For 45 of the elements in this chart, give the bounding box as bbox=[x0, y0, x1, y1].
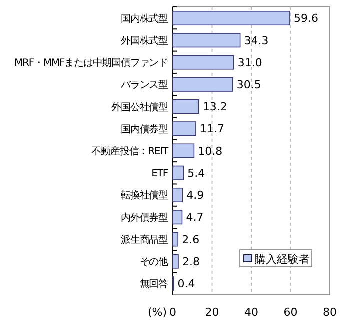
text: 31.0 bbox=[238, 56, 262, 70]
bar bbox=[172, 144, 195, 158]
y-tick-label: その他 bbox=[140, 256, 169, 268]
text: 11.7 bbox=[200, 122, 224, 136]
text: 0.4 bbox=[178, 278, 196, 291]
bar bbox=[172, 210, 183, 225]
y-tick-label: 派生商品型 bbox=[120, 234, 169, 246]
x-axis-title: (%) bbox=[148, 306, 167, 319]
text: 2.6 bbox=[182, 233, 200, 246]
x-tick-label: 40 bbox=[244, 306, 258, 319]
bar bbox=[172, 122, 196, 136]
text: 59.6 bbox=[294, 12, 318, 26]
bar bbox=[172, 232, 179, 247]
y-tick-label: MRF・MMFまたは中期国債ファンド bbox=[14, 57, 168, 70]
text: 4.7 bbox=[186, 211, 204, 224]
y-tick-label: 転換社債型 bbox=[120, 190, 169, 202]
text: 2.8 bbox=[182, 255, 200, 268]
y-tick-label: ETF bbox=[152, 168, 169, 180]
bar bbox=[172, 188, 184, 202]
x-tick-label: 60 bbox=[284, 306, 298, 319]
y-tick-label: 外国公社債型 bbox=[112, 101, 169, 114]
text: 4.9 bbox=[186, 189, 204, 202]
x-tick-label: 0 bbox=[170, 306, 176, 319]
y-tick-label: 外国株式型 bbox=[120, 34, 169, 47]
x-tick-label: 20 bbox=[205, 306, 220, 319]
y-tick-label: 国内債券型 bbox=[120, 123, 169, 136]
legend-label: 購入経験者 bbox=[255, 252, 310, 266]
bar bbox=[172, 55, 234, 70]
y-tick-label: バランス型 bbox=[120, 79, 169, 92]
text: 13.2 bbox=[202, 100, 228, 114]
bar bbox=[172, 33, 241, 48]
bar bbox=[172, 77, 234, 92]
text: 10.8 bbox=[198, 144, 223, 158]
y-tick-label: 不動産投信：REIT bbox=[92, 146, 170, 158]
bar bbox=[172, 11, 290, 26]
bar bbox=[172, 100, 200, 114]
text: 34.3 bbox=[244, 34, 269, 48]
y-tick-label: 内外債券型 bbox=[120, 212, 169, 224]
x-tick-label: 80 bbox=[323, 306, 337, 319]
y-tick-label: 国内株式型 bbox=[120, 12, 169, 25]
bar bbox=[172, 166, 184, 180]
y-tick-label: 無回答 bbox=[140, 278, 169, 290]
text: 5.4 bbox=[188, 166, 206, 180]
text: 30.5 bbox=[236, 78, 262, 92]
bar bbox=[172, 254, 179, 269]
